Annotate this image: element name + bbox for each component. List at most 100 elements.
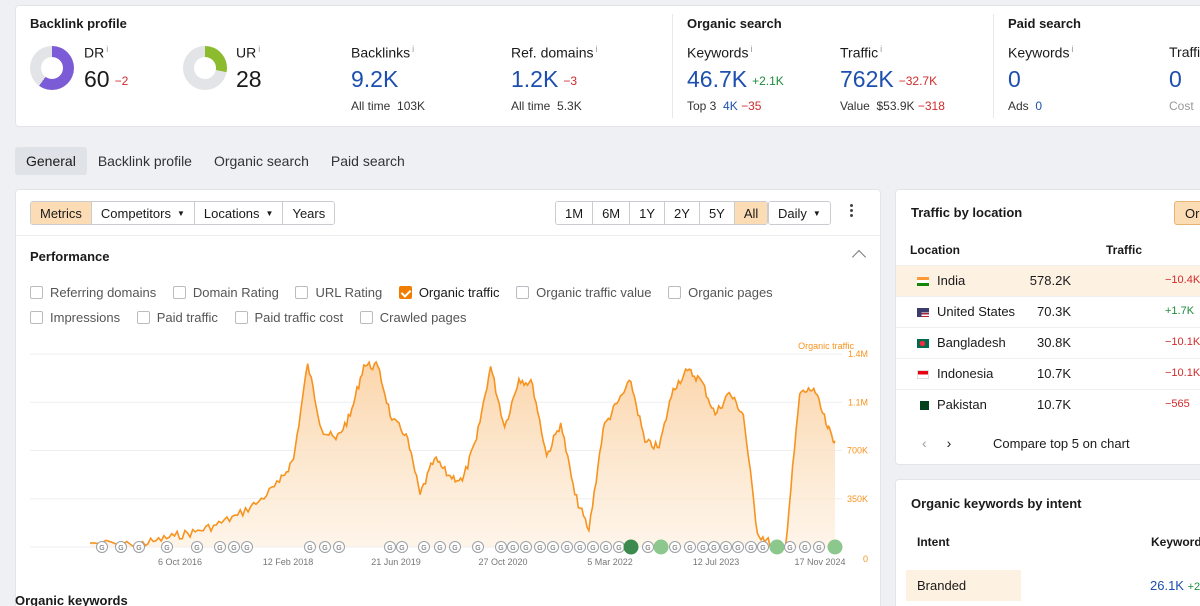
google-update-icon[interactable] [708,541,720,553]
chevron-right-icon[interactable]: › [946,435,952,451]
country-name[interactable]: Indonesia [937,366,994,381]
checkbox-url-rating[interactable]: URL Rating [295,285,382,300]
range-1y-button[interactable]: 1Y [630,202,666,224]
country-name[interactable]: United States [937,304,1016,319]
branded-keywords-value[interactable]: 26.1K +2 [1150,578,1200,593]
organic-keywords-label[interactable]: Keywords i [687,44,753,61]
google-update-icon[interactable] [745,541,757,553]
google-update-icon[interactable] [472,541,484,553]
range-2y-button[interactable]: 2Y [665,202,700,224]
paid-keywords-value[interactable]: 0 [1008,66,1021,92]
google-update-icon[interactable] [653,539,669,555]
traffic-column-header[interactable]: Traffic [1106,243,1143,257]
checkbox-paid-traffic-cost[interactable]: Paid traffic cost [234,310,343,325]
backlinks-value[interactable]: 9.2K [351,66,399,92]
compare-top5-link[interactable]: Compare top 5 on chart [993,436,1130,451]
range-1m-button[interactable]: 1M [556,202,594,224]
google-update-icon[interactable] [449,541,461,553]
google-update-icon[interactable] [418,541,430,553]
checkbox-icon[interactable] [30,311,43,324]
checkbox-icon[interactable] [234,311,248,324]
google-update-icon[interactable] [191,541,203,553]
google-update-icon[interactable] [813,541,825,553]
ur-label[interactable]: UR i [236,44,261,61]
checkbox-icon[interactable] [136,311,150,324]
google-update-icon[interactable] [827,539,843,555]
checkbox-icon[interactable] [516,286,530,299]
checkbox-organic-pages[interactable]: Organic pages [668,285,773,300]
dr-label[interactable]: DR i [84,44,109,61]
checkbox-referring-domains[interactable]: Referring domains [30,285,156,300]
google-update-icon[interactable] [133,541,145,553]
google-update-icon[interactable] [304,541,316,553]
google-update-icon[interactable] [96,541,108,553]
google-update-icon[interactable] [732,541,744,553]
google-update-icon[interactable] [684,541,696,553]
interval-dropdown[interactable]: Daily ▼ [769,202,830,224]
google-update-icon[interactable] [495,541,507,553]
tab-paid-search[interactable]: Paid search [330,153,405,169]
location-row[interactable]: United States 70.3K +1.7K [896,296,1200,327]
tab-backlink-profile[interactable]: Backlink profile [97,153,192,169]
locations-dropdown[interactable]: Locations ▼ [194,202,284,224]
tab-general[interactable]: General [15,147,87,175]
location-row[interactable]: Indonesia 10.7K −10.1K [896,358,1200,389]
google-update-icon[interactable] [115,541,127,553]
google-update-icon[interactable] [520,541,532,553]
google-update-icon[interactable] [507,541,519,553]
location-column-header[interactable]: Location [910,243,960,257]
google-update-icon[interactable] [396,541,408,553]
ref-domains-label[interactable]: Ref. domains i [511,44,598,61]
checkbox-organic-traffic[interactable]: Organic traffic [398,285,500,300]
google-update-icon[interactable] [669,541,681,553]
google-update-icon[interactable] [574,541,586,553]
location-row[interactable]: Pakistan 10.7K −565 [896,389,1200,420]
google-update-icon[interactable] [547,541,559,553]
backlinks-label[interactable]: Backlinks i [351,44,415,61]
years-button[interactable]: Years [283,202,335,224]
checkbox-paid-traffic[interactable]: Paid traffic [136,310,218,325]
organic-keywords-value[interactable]: 46.7K +2.1K [687,66,784,92]
range-all-button[interactable]: All [734,202,768,224]
checkbox-checked-icon[interactable] [398,286,412,299]
organic-traffic-value[interactable]: 762K −32.7K [840,66,938,92]
chevron-left-icon[interactable]: ‹ [922,435,927,451]
checkbox-impressions[interactable]: Impressions [30,310,120,325]
google-update-icon[interactable] [214,541,226,553]
google-update-icon[interactable] [333,541,345,553]
google-update-icon[interactable] [228,541,240,553]
google-update-icon[interactable] [384,541,396,553]
checkbox-icon[interactable] [172,286,186,299]
country-name[interactable]: India [937,273,966,288]
range-5y-button[interactable]: 5Y [699,202,735,224]
checkbox-icon[interactable] [30,286,43,299]
google-update-icon[interactable] [623,539,639,555]
paid-traffic-label[interactable]: Traffic [1169,44,1200,60]
tab-organic-search[interactable]: Organic search [213,153,309,169]
paid-keywords-label[interactable]: Keywords i [1008,44,1074,61]
google-update-icon[interactable] [587,541,599,553]
organic-toggle-button[interactable]: Org [1174,201,1200,225]
country-name[interactable]: Pakistan [937,397,987,412]
checkbox-icon[interactable] [359,311,373,324]
checkbox-icon[interactable] [668,286,682,299]
google-update-icon[interactable] [784,541,796,553]
country-name[interactable]: Bangladesh [937,335,1006,350]
range-6m-button[interactable]: 6M [593,202,631,224]
chevron-up-icon[interactable] [851,249,867,265]
google-update-icon[interactable] [319,541,331,553]
checkbox-domain-rating[interactable]: Domain Rating [172,285,279,300]
google-update-icon[interactable] [769,539,785,555]
google-update-icon[interactable] [434,541,446,553]
ref-domains-value[interactable]: 1.2K −3 [511,66,578,92]
google-update-icon[interactable] [241,541,253,553]
paid-traffic-value[interactable]: 0 [1169,66,1182,92]
competitors-dropdown[interactable]: Competitors ▼ [91,202,195,224]
organic-traffic-label[interactable]: Traffic i [840,44,883,61]
checkbox-crawled-pages[interactable]: Crawled pages [359,310,467,325]
google-update-icon[interactable] [161,541,173,553]
checkbox-icon[interactable] [295,286,309,299]
location-row[interactable]: Bangladesh 30.8K −10.1K [896,327,1200,358]
google-update-icon[interactable] [561,541,573,553]
